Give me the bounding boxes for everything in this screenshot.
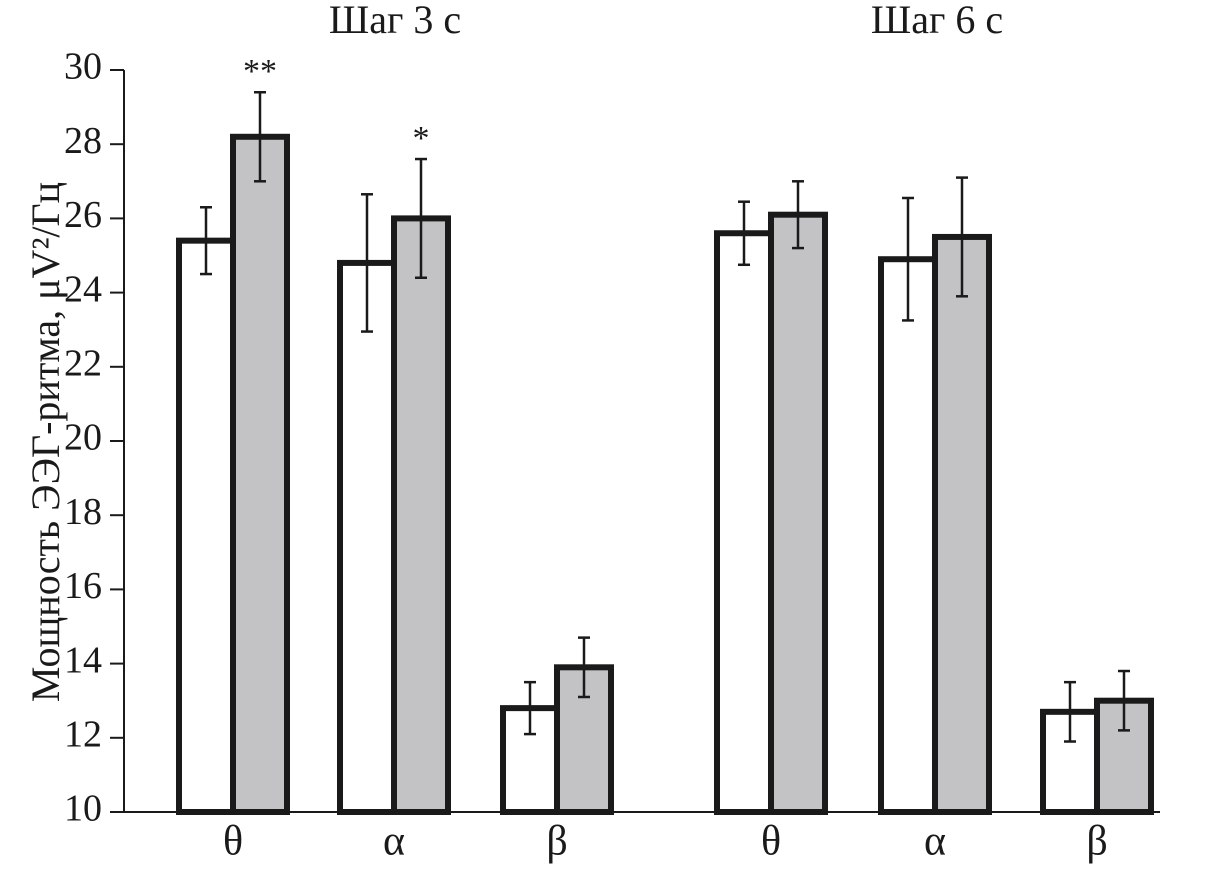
bar (878, 256, 938, 815)
y-axis: 10 12 14 16 18 20 22 24 26 28 30 (64, 46, 1160, 830)
x-category-label: β (1086, 819, 1107, 865)
y-tick-label: 24 (64, 268, 102, 310)
bar (230, 133, 290, 815)
y-tick-label: 10 (64, 788, 102, 830)
y-tick-label: 14 (64, 639, 102, 681)
y-tick-label: 16 (64, 565, 102, 607)
bar (391, 215, 451, 815)
bar (932, 233, 992, 815)
bar (337, 259, 397, 816)
significance-marker: ** (243, 53, 277, 90)
y-tick-label: 20 (64, 417, 102, 459)
bar (714, 230, 774, 816)
y-tick-label: 22 (64, 343, 102, 385)
x-category-label: θ (223, 819, 243, 865)
labels: Шаг 3 с θ ** α * β Шаг 6 с θ α β (223, 0, 1108, 865)
y-tick-label: 28 (64, 120, 102, 162)
x-category-label: θ (761, 819, 781, 865)
bars (176, 133, 1154, 816)
y-axis-label: Мощность ЭЭГ-ритма, μV²/Гц (23, 182, 68, 702)
x-category-label: α (924, 819, 946, 865)
x-category-label: α (383, 819, 405, 865)
y-tick-label: 26 (64, 194, 102, 236)
bar (768, 211, 828, 815)
y-tick-label: 12 (64, 714, 102, 756)
bar (176, 237, 236, 816)
group-title: Шаг 3 с (329, 0, 461, 42)
y-tick-label: 30 (64, 46, 102, 88)
group-title: Шаг 6 с (871, 0, 1003, 42)
error-bars (200, 91, 1130, 743)
x-category-label: β (546, 819, 567, 865)
significance-marker: * (413, 120, 430, 157)
y-tick-label: 18 (64, 491, 102, 533)
